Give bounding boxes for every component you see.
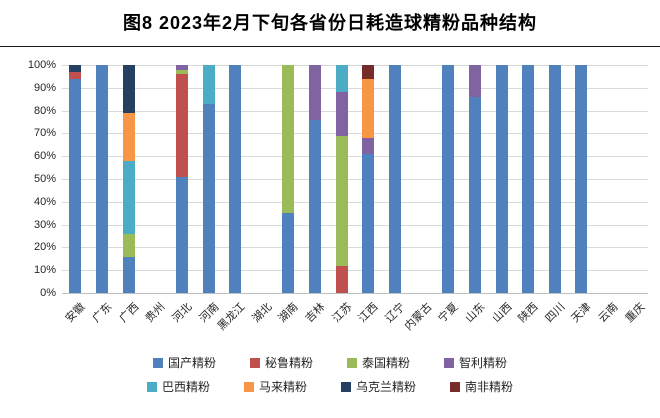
gridline <box>62 156 648 158</box>
bar-segment <box>362 65 375 79</box>
bar-segment <box>282 213 295 293</box>
bar-segment <box>282 65 295 214</box>
legend-label: 马来精粉 <box>258 380 307 394</box>
bar-segment <box>495 65 508 293</box>
bar-segment <box>548 65 561 293</box>
legend: 国产精粉 秘鲁精粉 泰国精粉 智利精粉巴西精粉 马来精粉 乌克兰精粉 南非精粉 <box>0 354 660 395</box>
y-axis-tick-label: 70% <box>33 127 56 140</box>
legend-item: 秘鲁精粉 <box>249 354 313 371</box>
legend-swatch-icon <box>243 381 254 392</box>
y-axis-tick-label: 0% <box>40 287 56 299</box>
bar-segment <box>95 65 108 293</box>
legend-swatch-icon <box>152 357 163 368</box>
chart-title: 图8 2023年2月下旬各省份日耗造球精粉品种结构 <box>122 13 538 33</box>
bar-segment <box>202 65 215 104</box>
legend-item: 泰国精粉 <box>347 354 410 371</box>
gridline <box>62 133 648 135</box>
legend-label: 泰国精粉 <box>362 356 411 370</box>
y-axis-tick-label: 50% <box>33 173 56 185</box>
gridline <box>62 247 648 249</box>
bar-segment <box>202 103 215 293</box>
legend-swatch-icon <box>444 357 455 368</box>
legend-swatch-icon <box>347 357 357 368</box>
y-axis-tick-label: 80% <box>33 104 56 117</box>
bar-segment <box>522 65 535 293</box>
legend-row: 国产精粉 秘鲁精粉 泰国精粉 智利精粉 <box>152 354 507 371</box>
bar-segment <box>69 78 82 293</box>
gridline <box>62 87 648 89</box>
bar-segment <box>468 65 481 97</box>
bar-segment <box>575 65 588 293</box>
gridline <box>62 224 648 226</box>
bar-segment <box>122 256 135 293</box>
legend-label: 乌克兰精粉 <box>356 380 417 394</box>
bar-segment <box>388 65 401 293</box>
y-axis-tick-label: 10% <box>33 264 56 277</box>
y-axis-tick-label: 90% <box>33 81 56 94</box>
bar-segment <box>335 135 348 266</box>
bar-segment <box>175 69 188 75</box>
legend-item: 马来精粉 <box>243 378 307 395</box>
bar-segment <box>122 160 135 234</box>
legend-swatch-icon <box>341 381 351 392</box>
bar-segment <box>442 65 455 293</box>
y-axis-tick-label: 30% <box>33 218 56 231</box>
bar-segment <box>309 119 322 293</box>
bar-segment <box>362 78 375 138</box>
legend-label: 智利精粉 <box>459 356 508 370</box>
legend-swatch-icon <box>450 381 461 392</box>
bar-segment <box>122 65 135 113</box>
legend-swatch-icon <box>249 357 260 368</box>
gridline <box>62 65 648 66</box>
y-axis-tick-label: 60% <box>33 150 56 163</box>
bar-segment <box>175 74 188 177</box>
legend-item: 智利精粉 <box>444 354 507 371</box>
legend-item: 巴西精粉 <box>146 378 210 395</box>
legend-label: 秘鲁精粉 <box>264 356 313 370</box>
legend-row: 巴西精粉 马来精粉 乌克兰精粉 南非精粉 <box>146 378 513 395</box>
gridline <box>62 201 648 203</box>
bar-segment <box>69 65 82 72</box>
legend-item: 乌克兰精粉 <box>341 378 416 395</box>
y-axis-tick-label: 40% <box>33 195 56 208</box>
bar-segment <box>335 65 348 93</box>
bar-segment <box>335 92 348 136</box>
y-axis-tick-label: 20% <box>33 241 56 254</box>
bar-segment <box>468 96 481 293</box>
legend-item: 国产精粉 <box>152 354 216 371</box>
gridline <box>62 293 648 294</box>
gridline <box>62 110 648 112</box>
bar-segment <box>362 153 375 293</box>
bar-segment <box>69 71 82 79</box>
bar-segment <box>362 137 375 154</box>
title-divider <box>0 46 660 47</box>
legend-label: 国产精粉 <box>167 356 216 370</box>
legend-item: 南非精粉 <box>450 378 513 395</box>
bar-segment <box>229 65 242 293</box>
bar-segment <box>175 176 188 293</box>
bar-segment <box>122 233 135 257</box>
gridline <box>62 179 648 180</box>
bar-segment <box>335 265 348 293</box>
gridline <box>62 270 648 272</box>
legend-label: 南非精粉 <box>465 380 514 394</box>
bar-segment <box>309 65 322 120</box>
legend-swatch-icon <box>146 381 157 392</box>
bar-segment <box>122 112 135 161</box>
y-axis-tick-label: 100% <box>27 59 56 71</box>
bar-segment <box>175 65 188 70</box>
legend-label: 巴西精粉 <box>161 380 210 394</box>
